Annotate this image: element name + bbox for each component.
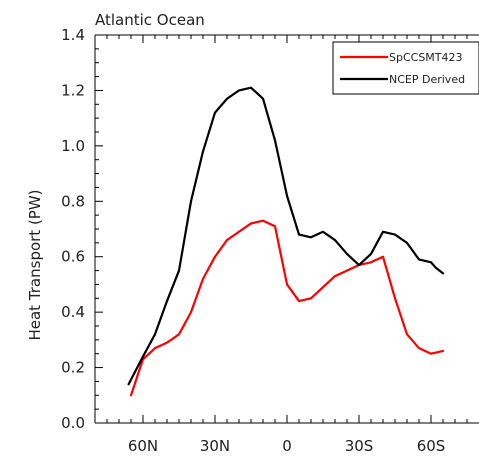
series-ncep-derived-line	[127, 86, 445, 386]
y-axis-tick-label: 0.0	[61, 414, 85, 432]
legend-box	[332, 41, 479, 95]
x-axis-tick-label: 30S	[345, 437, 374, 455]
x-axis-tick-label: 60N	[128, 437, 158, 455]
legend-label-spccsmt423: SpCCSMT423	[389, 51, 463, 64]
y-axis-tick-label: 0.2	[61, 359, 85, 377]
chart-title: Atlantic Ocean	[95, 11, 205, 29]
series-spccsmt423-line	[129, 219, 445, 397]
legend-label-ncep-derived: NCEP Derived	[389, 73, 465, 86]
x-axis-tick-label: 30N	[200, 437, 230, 455]
x-axis-tick-label: 0	[282, 437, 292, 455]
x-axis-tick-label: 60S	[417, 437, 446, 455]
y-axis-tick-label: 0.6	[61, 248, 85, 266]
y-axis-tick-label: 0.4	[61, 303, 85, 321]
y-axis-label: Heat Transport (PW)	[26, 189, 44, 340]
y-axis-tick-label: 1.4	[61, 26, 85, 44]
y-axis-tick-label: 1.2	[61, 81, 85, 99]
y-axis-tick-label: 0.8	[61, 192, 85, 210]
y-axis-tick-label: 1.0	[61, 137, 85, 155]
